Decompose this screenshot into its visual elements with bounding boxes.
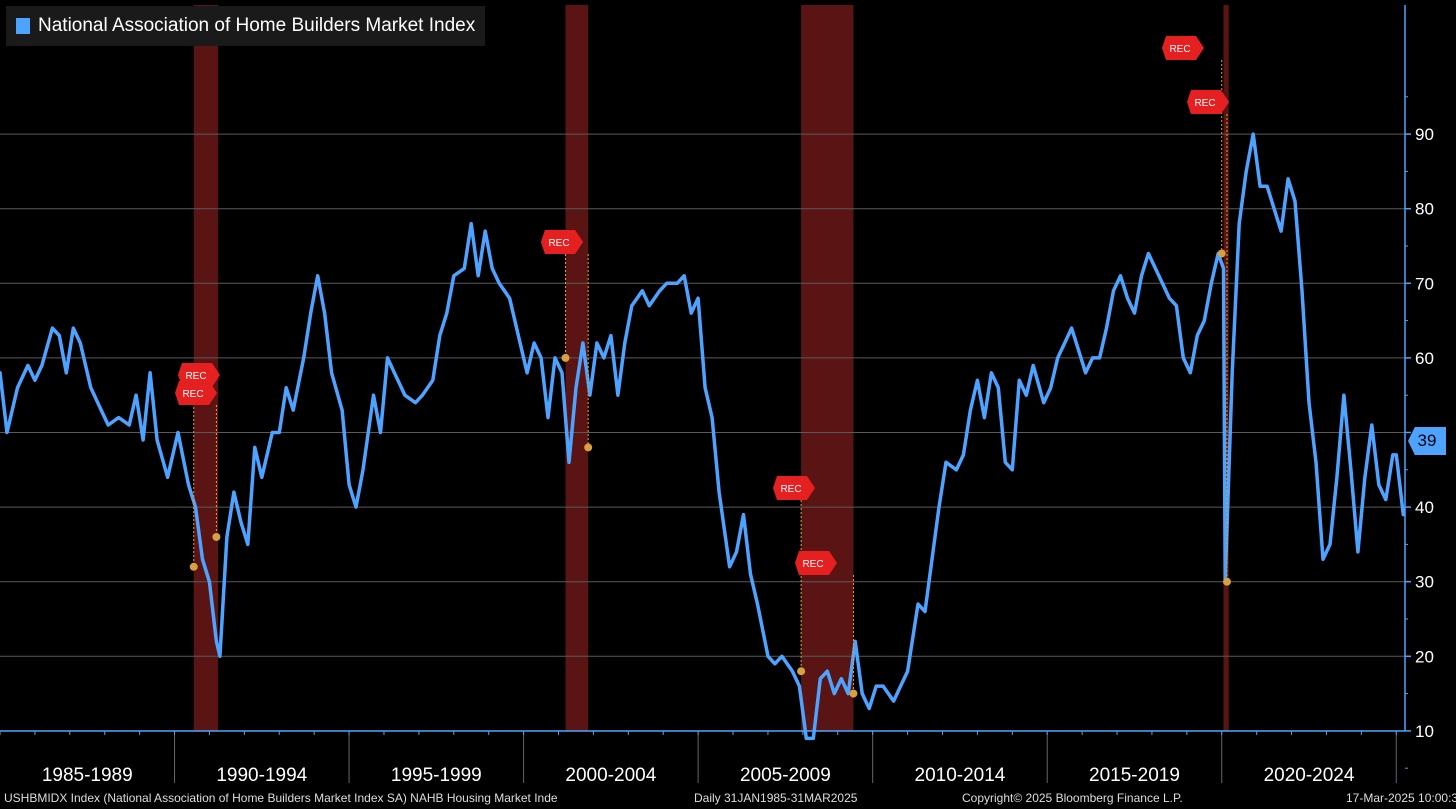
rec-tag: REC [1162,36,1204,60]
rec-tag: REC [541,230,583,254]
last-value-label: 39 [1417,431,1437,450]
rec-tag-shape [175,381,217,405]
recession-markers: RECRECRECRECRECRECRECREC [175,36,1231,698]
rec-tag-label: REC [548,238,569,249]
footer-timestamp: 17-Mar-2025 10:00:32 [1346,791,1456,805]
x-tick-label: 2005-2009 [740,765,831,786]
legend-swatch [16,18,30,34]
rec-tag: REC [773,476,815,500]
rec-tag: REC [1187,90,1229,114]
x-tick-label: 2010-2014 [915,765,1006,786]
rec-dot [189,562,198,571]
rec-tag-label: REC [185,371,206,382]
rec-tag-label: REC [1194,98,1215,109]
rec-dot [212,532,221,541]
y-tick-label: 40 [1415,498,1434,517]
legend: National Association of Home Builders Ma… [6,6,486,46]
rec-tag-shape [1187,90,1229,114]
rec-dot [1217,249,1226,258]
y-tick-label: 20 [1415,647,1434,666]
x-tick-label: 2020-2024 [1264,765,1355,786]
y-tick-label: 60 [1415,349,1434,368]
recession-band [565,5,589,731]
footer-copyright: Copyright© 2025 Bloomberg Finance L.P. [962,791,1183,805]
footer: USHBMIDX Index (National Association of … [0,789,1456,809]
rec-tag-shape [795,551,837,575]
rec-dot [797,667,806,676]
legend-label: National Association of Home Builders Ma… [38,15,476,36]
recession-band [801,5,854,731]
series-line [0,132,1406,741]
rec-dot [1222,577,1231,586]
rec-dot [584,443,593,452]
last-value-tag: 39 [1408,427,1446,455]
rec-tag: REC [795,551,837,575]
recession-shading [193,5,1229,731]
y-tick-label: 30 [1415,573,1434,592]
y-tick-label: 90 [1415,125,1434,144]
rec-tag-shape [541,230,583,254]
x-tick-label: 2000-2004 [565,765,656,786]
x-tick-label: 1995-1999 [391,765,482,786]
rec-dot [849,689,858,698]
y-tick-label: 10 [1415,722,1434,741]
x-tick-label: 1990-1994 [216,765,307,786]
y-tick-label: 80 [1415,200,1434,219]
rec-tag-shape [1162,36,1204,60]
recession-band [1223,5,1229,731]
rec-tag-label: REC [182,389,203,400]
rec-tag-shape [773,476,815,500]
rec-tag-label: REC [780,484,801,495]
rec-tag-label: REC [1169,44,1190,55]
footer-range: Daily 31JAN1985-31MAR2025 [694,791,858,805]
x-tick-label: 2015-2019 [1089,765,1180,786]
y-axis: 102030405060708090 [1404,5,1434,769]
footer-ticker: USHBMIDX Index (National Association of … [4,791,558,805]
series-line-path [0,132,1406,741]
rec-dot [561,353,570,362]
rec-tag: REC [175,381,217,405]
rec-tag-label: REC [802,559,823,570]
y-tick-label: 70 [1415,274,1434,293]
x-axis: 1985-1989 1990-1994 1995-1999 2000-2004 2005… [0,730,1405,786]
x-tick-label: 1985-1989 [42,765,133,786]
